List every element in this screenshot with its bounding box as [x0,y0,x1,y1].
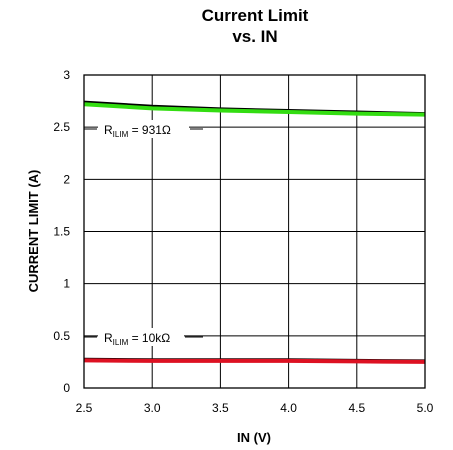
grid-lines [84,75,425,388]
x-tick-label: 3.0 [144,401,161,415]
y-tick-label: 0.5 [53,329,70,343]
x-tick-label: 4.5 [348,401,365,415]
y-tick-labels: 0 0.5 1 1.5 2 2.5 3 [53,68,70,395]
annotation-931-ohm: RILIM = 931Ω [84,120,203,139]
x-tick-label: 4.0 [280,401,297,415]
series-layer [83,100,426,364]
annotation-931-bg [98,120,189,138]
y-tick-label: 3 [63,68,70,82]
x-axis-label: IN (V) [237,430,271,445]
series-line [83,358,426,364]
y-tick-label: 2.5 [53,120,70,134]
y-tick-label: 1.5 [53,225,70,239]
annotation-10k-label: RILIM = 10kΩ [104,331,170,347]
x-tick-labels: 2.5 3.0 3.5 4.0 4.5 5.0 [76,401,434,415]
chart-subtitle: vs. IN [232,27,278,46]
annotation-10k-bg [98,328,184,346]
annotation-10k-ohm: RILIM = 10kΩ [84,328,203,347]
y-tick-label: 2 [63,172,70,186]
series-line [83,102,426,117]
x-tick-label: 5.0 [417,401,434,415]
x-tick-label: 2.5 [76,401,93,415]
y-tick-label: 0 [63,381,70,395]
plot-frame [83,74,426,389]
y-tick-label: 1 [63,277,70,291]
x-tick-label: 3.5 [212,401,229,415]
annotation-931-label: RILIM = 931Ω [104,123,171,139]
y-axis-label: CURRENT LIMIT (A) [26,170,41,293]
chart-title: Current Limit [201,6,309,25]
